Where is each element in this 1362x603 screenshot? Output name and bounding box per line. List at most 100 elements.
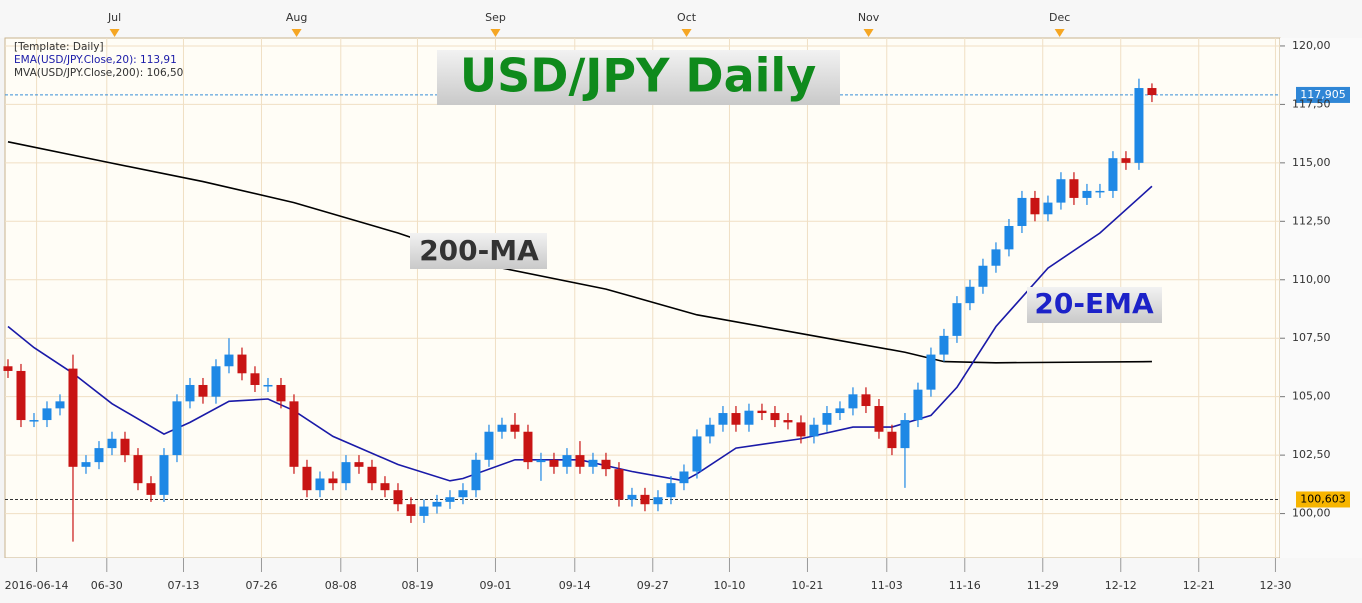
candle-body — [809, 424, 819, 437]
x-tick-label: 12-12 — [1105, 579, 1137, 592]
candle-body — [94, 448, 104, 463]
candle-body — [874, 406, 884, 432]
candle-body — [796, 422, 806, 437]
candle-body — [471, 459, 481, 491]
month-marker — [1054, 29, 1065, 37]
candle-body — [354, 462, 364, 467]
x-tick-label: 10-10 — [713, 579, 745, 592]
x-tick-label: 08-08 — [325, 579, 357, 592]
x-tick-label: 11-16 — [949, 579, 981, 592]
chart-title: USD/JPY Daily — [460, 49, 816, 103]
candle-body — [692, 436, 702, 472]
candle-body — [510, 424, 520, 432]
candle-body — [263, 384, 273, 387]
legend-entry: [Template: Daily] — [14, 41, 104, 53]
candle-body — [848, 394, 858, 409]
candle-body — [29, 420, 39, 422]
candle-body — [276, 384, 286, 402]
annotation-box — [1027, 287, 1162, 323]
candle-body — [822, 413, 832, 425]
candle-body — [107, 438, 117, 449]
y-tick-label: 115,00 — [1292, 156, 1331, 169]
candle-body — [133, 455, 143, 484]
candle-body — [978, 265, 988, 287]
candle-body — [419, 506, 429, 516]
candle-body — [549, 459, 559, 467]
candle-body — [601, 459, 611, 470]
candle-body — [965, 286, 975, 304]
candle-body — [588, 459, 598, 467]
month-label: Nov — [858, 11, 880, 24]
candle-body — [718, 413, 728, 425]
candle-body — [952, 303, 962, 336]
y-tick-label: 100,00 — [1292, 507, 1331, 520]
candle-body — [757, 410, 767, 414]
candle-body — [627, 494, 637, 500]
candle-body — [445, 497, 455, 502]
legend-entry: EMA(USD/JPY.Close,20): 113,91 — [14, 54, 177, 66]
candle-body — [120, 438, 130, 456]
candle-body — [991, 249, 1001, 266]
candle-body — [705, 424, 715, 437]
candle-body — [653, 497, 663, 505]
x-tick-label: 09-27 — [637, 579, 669, 592]
candle-body — [861, 394, 871, 407]
candle-body — [1056, 179, 1066, 203]
candle-body — [1004, 225, 1014, 250]
candle-body — [159, 455, 169, 495]
x-tick-label: 08-19 — [401, 579, 433, 592]
candle-body — [562, 455, 572, 467]
candle-body — [432, 501, 442, 507]
top-strip — [0, 0, 1362, 38]
candle-body — [237, 354, 247, 374]
month-marker — [490, 29, 501, 37]
candle-body — [3, 366, 13, 371]
x-tick-label: 2016-06-14 — [5, 579, 69, 592]
candle-body — [523, 431, 533, 463]
candle-body — [185, 384, 195, 402]
candle-body — [731, 413, 741, 425]
candle-body — [42, 408, 52, 421]
annotation-box — [410, 233, 547, 269]
x-tick-label: 09-14 — [559, 579, 591, 592]
candle-body — [1121, 158, 1131, 163]
month-marker — [109, 29, 120, 37]
candle-body — [289, 401, 299, 467]
y-tick-label: 120,00 — [1292, 39, 1331, 52]
y-tick-label: 110,00 — [1292, 273, 1331, 286]
price-label: 100,603 — [1300, 492, 1346, 505]
candle-body — [68, 368, 78, 467]
x-tick-label: 10-21 — [791, 579, 823, 592]
month-label: Aug — [286, 11, 307, 24]
candle-body — [679, 471, 689, 484]
candle-body — [367, 466, 377, 484]
month-label: Jul — [107, 11, 121, 24]
candle-body — [666, 483, 676, 498]
candle-body — [497, 424, 507, 432]
candle-body — [744, 410, 754, 425]
candle-body — [81, 462, 91, 467]
y-tick-label: 102,50 — [1292, 448, 1331, 461]
x-tick-label: 09-01 — [479, 579, 511, 592]
candle-body — [211, 366, 221, 397]
candle-body — [614, 469, 624, 500]
candle-body — [783, 420, 793, 423]
candle-body — [16, 370, 26, 421]
candle-body — [250, 373, 260, 385]
x-tick-label: 11-29 — [1027, 579, 1059, 592]
candle-body — [835, 408, 845, 414]
month-label: Sep — [485, 11, 506, 24]
candle-body — [172, 401, 182, 456]
candle-body — [380, 483, 390, 491]
month-label: Oct — [677, 11, 697, 24]
candle-body — [926, 354, 936, 390]
candle-body — [913, 389, 923, 421]
candle-body — [55, 401, 65, 409]
candle-body — [458, 490, 468, 498]
candle-body — [315, 478, 325, 491]
candle-body — [393, 490, 403, 505]
candle-body — [146, 483, 156, 495]
candle-body — [1043, 202, 1053, 215]
candle-body — [575, 455, 585, 467]
candle-body — [406, 504, 416, 516]
